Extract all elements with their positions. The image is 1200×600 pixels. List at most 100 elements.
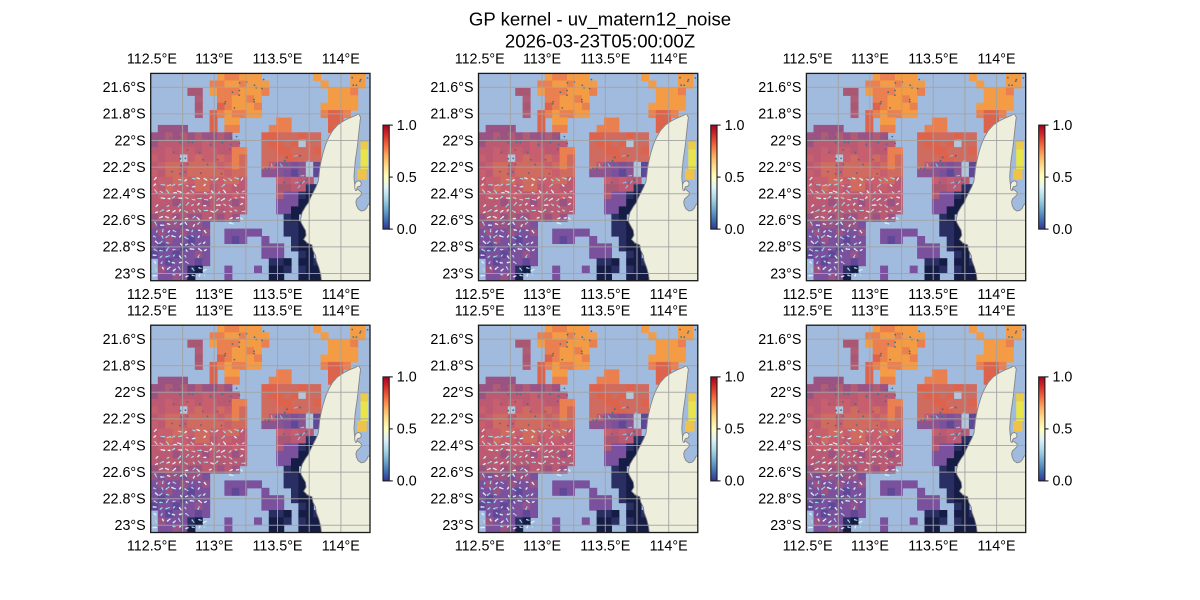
svg-text:21.6°S: 21.6°S — [758, 80, 801, 96]
svg-text:112.5°E: 112.5°E — [455, 287, 505, 303]
svg-text:23°S: 23°S — [770, 266, 801, 282]
svg-text:1.0: 1.0 — [397, 118, 417, 134]
svg-text:23°S: 23°S — [770, 518, 801, 534]
svg-text:0.0: 0.0 — [397, 474, 417, 490]
svg-text:113°E: 113°E — [851, 287, 889, 303]
svg-text:0.0: 0.0 — [397, 222, 417, 238]
svg-text:0.0: 0.0 — [1053, 474, 1073, 490]
svg-text:113°E: 113°E — [523, 52, 561, 68]
svg-text:0.5: 0.5 — [397, 170, 417, 186]
svg-text:22°S: 22°S — [442, 385, 473, 401]
svg-text:113°E: 113°E — [851, 303, 889, 319]
svg-text:22.6°S: 22.6°S — [758, 213, 801, 229]
svg-text:21.8°S: 21.8°S — [103, 107, 146, 123]
svg-text:22.8°S: 22.8°S — [758, 240, 801, 256]
svg-text:1.0: 1.0 — [1053, 370, 1073, 386]
svg-text:22°S: 22°S — [770, 133, 801, 149]
svg-text:0.5: 0.5 — [397, 422, 417, 438]
svg-text:1.0: 1.0 — [397, 370, 417, 386]
svg-text:114°E: 114°E — [977, 287, 1015, 303]
svg-text:113.5°E: 113.5°E — [253, 287, 303, 303]
svg-text:114°E: 114°E — [977, 52, 1015, 68]
svg-text:112.5°E: 112.5°E — [455, 303, 505, 319]
svg-text:0.0: 0.0 — [725, 474, 745, 490]
svg-text:23°S: 23°S — [442, 266, 473, 282]
svg-text:21.8°S: 21.8°S — [430, 107, 473, 123]
svg-text:113°E: 113°E — [851, 539, 889, 555]
svg-text:114°E: 114°E — [977, 539, 1015, 555]
svg-text:22.2°S: 22.2°S — [430, 160, 473, 176]
svg-text:22.4°S: 22.4°S — [103, 438, 146, 454]
svg-text:22.6°S: 22.6°S — [758, 465, 801, 481]
svg-text:113°E: 113°E — [195, 287, 233, 303]
svg-text:22°S: 22°S — [770, 385, 801, 401]
svg-text:114°E: 114°E — [322, 303, 360, 319]
svg-text:22.6°S: 22.6°S — [430, 465, 473, 481]
svg-text:113.5°E: 113.5°E — [580, 303, 630, 319]
svg-text:114°E: 114°E — [322, 287, 360, 303]
svg-text:22°S: 22°S — [115, 133, 146, 149]
svg-text:112.5°E: 112.5°E — [455, 539, 505, 555]
svg-text:22.8°S: 22.8°S — [103, 492, 146, 508]
svg-text:113.5°E: 113.5°E — [908, 303, 958, 319]
svg-text:114°E: 114°E — [650, 287, 688, 303]
svg-text:21.8°S: 21.8°S — [103, 359, 146, 375]
svg-text:113°E: 113°E — [523, 539, 561, 555]
svg-text:21.8°S: 21.8°S — [430, 359, 473, 375]
svg-text:1.0: 1.0 — [725, 118, 745, 134]
svg-text:114°E: 114°E — [650, 303, 688, 319]
svg-text:23°S: 23°S — [115, 518, 146, 534]
svg-text:22.4°S: 22.4°S — [430, 187, 473, 203]
svg-text:0.5: 0.5 — [1053, 170, 1073, 186]
svg-text:114°E: 114°E — [650, 539, 688, 555]
svg-text:22.6°S: 22.6°S — [103, 465, 146, 481]
svg-text:21.8°S: 21.8°S — [758, 107, 801, 123]
svg-text:114°E: 114°E — [322, 539, 360, 555]
svg-text:113.5°E: 113.5°E — [580, 539, 630, 555]
svg-text:113.5°E: 113.5°E — [580, 287, 630, 303]
svg-text:22.8°S: 22.8°S — [103, 240, 146, 256]
svg-text:112.5°E: 112.5°E — [783, 287, 833, 303]
svg-text:1.0: 1.0 — [1053, 118, 1073, 134]
svg-text:113°E: 113°E — [523, 287, 561, 303]
svg-text:0.5: 0.5 — [725, 422, 745, 438]
svg-text:21.6°S: 21.6°S — [430, 80, 473, 96]
svg-text:113°E: 113°E — [195, 52, 233, 68]
svg-text:22.2°S: 22.2°S — [103, 160, 146, 176]
svg-text:21.6°S: 21.6°S — [103, 80, 146, 96]
svg-text:112.5°E: 112.5°E — [783, 52, 833, 68]
svg-text:0.5: 0.5 — [1053, 422, 1073, 438]
svg-text:22.2°S: 22.2°S — [758, 412, 801, 428]
svg-text:0.5: 0.5 — [725, 170, 745, 186]
svg-text:22.2°S: 22.2°S — [430, 412, 473, 428]
svg-text:112.5°E: 112.5°E — [127, 52, 177, 68]
svg-text:23°S: 23°S — [442, 518, 473, 534]
svg-text:GP kernel - uv_matern12_noise: GP kernel - uv_matern12_noise — [469, 9, 731, 31]
svg-text:113.5°E: 113.5°E — [908, 539, 958, 555]
svg-text:112.5°E: 112.5°E — [127, 303, 177, 319]
svg-text:22.4°S: 22.4°S — [758, 438, 801, 454]
svg-text:22.6°S: 22.6°S — [103, 213, 146, 229]
svg-text:22°S: 22°S — [115, 385, 146, 401]
svg-text:114°E: 114°E — [650, 52, 688, 68]
svg-text:113.5°E: 113.5°E — [253, 303, 303, 319]
svg-text:21.8°S: 21.8°S — [758, 359, 801, 375]
svg-text:114°E: 114°E — [977, 303, 1015, 319]
svg-text:112.5°E: 112.5°E — [455, 52, 505, 68]
svg-text:22.8°S: 22.8°S — [430, 240, 473, 256]
svg-text:0.0: 0.0 — [725, 222, 745, 238]
svg-text:0.0: 0.0 — [1053, 222, 1073, 238]
svg-text:112.5°E: 112.5°E — [783, 303, 833, 319]
svg-text:22.4°S: 22.4°S — [430, 438, 473, 454]
svg-text:113.5°E: 113.5°E — [253, 52, 303, 68]
svg-text:1.0: 1.0 — [725, 370, 745, 386]
svg-text:23°S: 23°S — [115, 266, 146, 282]
svg-text:113°E: 113°E — [851, 52, 889, 68]
svg-text:114°E: 114°E — [322, 52, 360, 68]
svg-text:22.2°S: 22.2°S — [103, 412, 146, 428]
svg-text:113.5°E: 113.5°E — [580, 52, 630, 68]
svg-text:112.5°E: 112.5°E — [783, 539, 833, 555]
svg-text:22.6°S: 22.6°S — [430, 213, 473, 229]
svg-text:21.6°S: 21.6°S — [103, 332, 146, 348]
svg-text:112.5°E: 112.5°E — [127, 287, 177, 303]
